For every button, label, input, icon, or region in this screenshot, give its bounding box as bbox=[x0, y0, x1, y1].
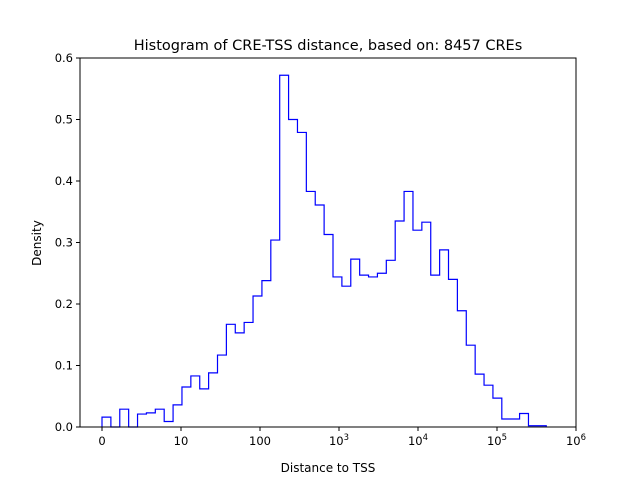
histogram-bin bbox=[146, 413, 155, 427]
histogram-bin bbox=[511, 419, 520, 427]
histogram-bin bbox=[102, 417, 111, 427]
y-tick-label: 0.1 bbox=[55, 359, 73, 373]
histogram-bin bbox=[484, 385, 493, 427]
histogram-bin bbox=[369, 277, 378, 427]
histogram-bin bbox=[395, 221, 404, 427]
histogram-bin bbox=[289, 120, 298, 428]
histogram-bin bbox=[466, 345, 475, 427]
histogram-bin bbox=[315, 205, 324, 427]
y-tick-label: 0.2 bbox=[55, 297, 73, 311]
x-tick-label: 106 bbox=[566, 433, 586, 448]
histogram-bin bbox=[200, 389, 209, 427]
histogram-bin bbox=[431, 275, 440, 427]
x-tick-label: 0 bbox=[98, 434, 105, 448]
histogram-bin bbox=[235, 333, 244, 427]
histogram-bin bbox=[164, 421, 173, 427]
x-tick-label: 104 bbox=[408, 433, 428, 448]
histogram-bin bbox=[413, 230, 422, 427]
histogram-bin bbox=[422, 222, 431, 427]
y-tick-label: 0.5 bbox=[55, 113, 73, 127]
histogram-bin bbox=[155, 409, 164, 427]
histogram-bin bbox=[440, 250, 449, 427]
histogram-bin bbox=[449, 279, 458, 427]
histogram-bin bbox=[502, 419, 511, 427]
chart-title: Histogram of CRE-TSS distance, based on:… bbox=[134, 38, 523, 54]
histogram-bin bbox=[493, 398, 502, 427]
histogram-bin bbox=[457, 311, 466, 427]
histogram-bin bbox=[360, 275, 369, 427]
histogram-bin bbox=[244, 322, 253, 427]
histogram-bin bbox=[520, 413, 529, 427]
y-axis-label: Density bbox=[30, 220, 44, 266]
histogram-bin bbox=[226, 324, 235, 427]
histogram-bin bbox=[475, 374, 484, 427]
y-tick-label: 0.6 bbox=[55, 51, 73, 65]
histogram-bin bbox=[297, 132, 306, 427]
plot-area bbox=[101, 74, 547, 428]
x-tick-label: 105 bbox=[487, 433, 507, 448]
histogram-bin bbox=[333, 277, 342, 427]
histogram-bin bbox=[377, 273, 386, 427]
y-tick-label: 0.4 bbox=[55, 174, 73, 188]
histogram-bin bbox=[182, 387, 191, 427]
y-tick-label: 0.3 bbox=[55, 236, 73, 250]
histogram-bin bbox=[209, 373, 218, 427]
histogram-bin bbox=[173, 405, 182, 427]
histogram-bin bbox=[120, 409, 129, 427]
histogram-bin bbox=[342, 286, 351, 427]
histogram-bin bbox=[271, 240, 280, 427]
histogram-bin bbox=[386, 260, 395, 427]
histogram-bin bbox=[218, 355, 227, 427]
histogram-bin bbox=[404, 191, 413, 427]
x-tick-label: 103 bbox=[329, 433, 349, 448]
histogram-bin bbox=[262, 281, 271, 427]
histogram-bin bbox=[191, 376, 200, 427]
histogram-bin bbox=[138, 414, 147, 427]
histogram-outline bbox=[101, 74, 547, 428]
histogram-bin bbox=[280, 75, 289, 427]
y-tick-label: 0.0 bbox=[55, 420, 73, 434]
histogram-bin bbox=[324, 235, 333, 427]
x-tick-label: 100 bbox=[249, 434, 271, 448]
histogram-bin bbox=[351, 259, 360, 427]
histogram-bin bbox=[253, 296, 262, 427]
histogram-bin bbox=[306, 191, 315, 427]
x-tick-label: 10 bbox=[174, 434, 189, 448]
x-axis-label: Distance to TSS bbox=[281, 461, 376, 475]
